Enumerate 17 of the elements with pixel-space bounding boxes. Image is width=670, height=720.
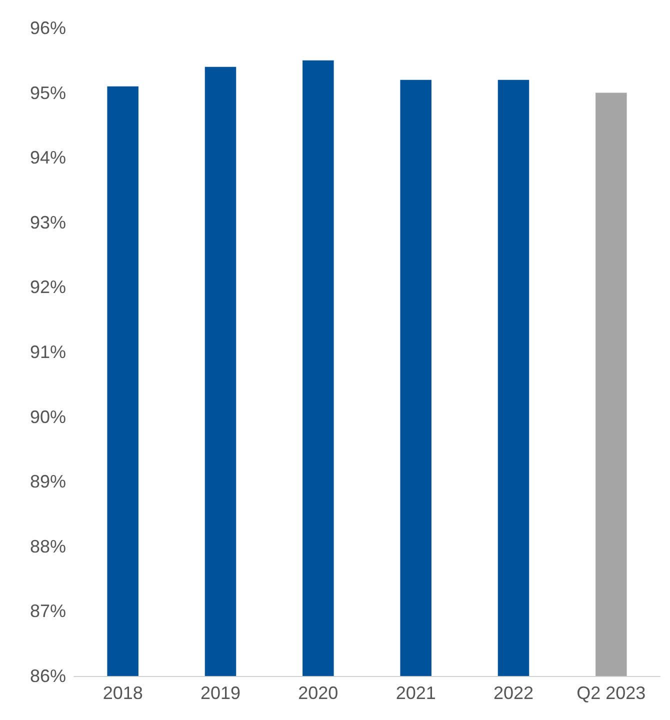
y-tick-label: 86% bbox=[30, 666, 66, 686]
y-tick-label: 96% bbox=[30, 18, 66, 38]
x-tick-label: 2020 bbox=[298, 683, 338, 703]
y-tick-label: 91% bbox=[30, 342, 66, 362]
x-tick-label: 2019 bbox=[200, 683, 241, 703]
y-tick-label: 87% bbox=[30, 601, 66, 622]
y-tick-label: 95% bbox=[30, 82, 66, 103]
y-tick-label: 93% bbox=[30, 212, 66, 232]
x-tick-label: 2021 bbox=[396, 683, 436, 703]
x-tick-label: 2022 bbox=[493, 683, 534, 703]
x-tick-label: 2018 bbox=[102, 683, 143, 703]
y-tick-label: 92% bbox=[30, 277, 66, 298]
y-tick-label: 89% bbox=[30, 472, 66, 492]
y-tick-label: 94% bbox=[30, 148, 66, 168]
y-tick-label: 88% bbox=[30, 536, 66, 556]
y-tick-label: 90% bbox=[30, 406, 66, 427]
x-tick-label: Q2 2023 bbox=[576, 683, 646, 703]
